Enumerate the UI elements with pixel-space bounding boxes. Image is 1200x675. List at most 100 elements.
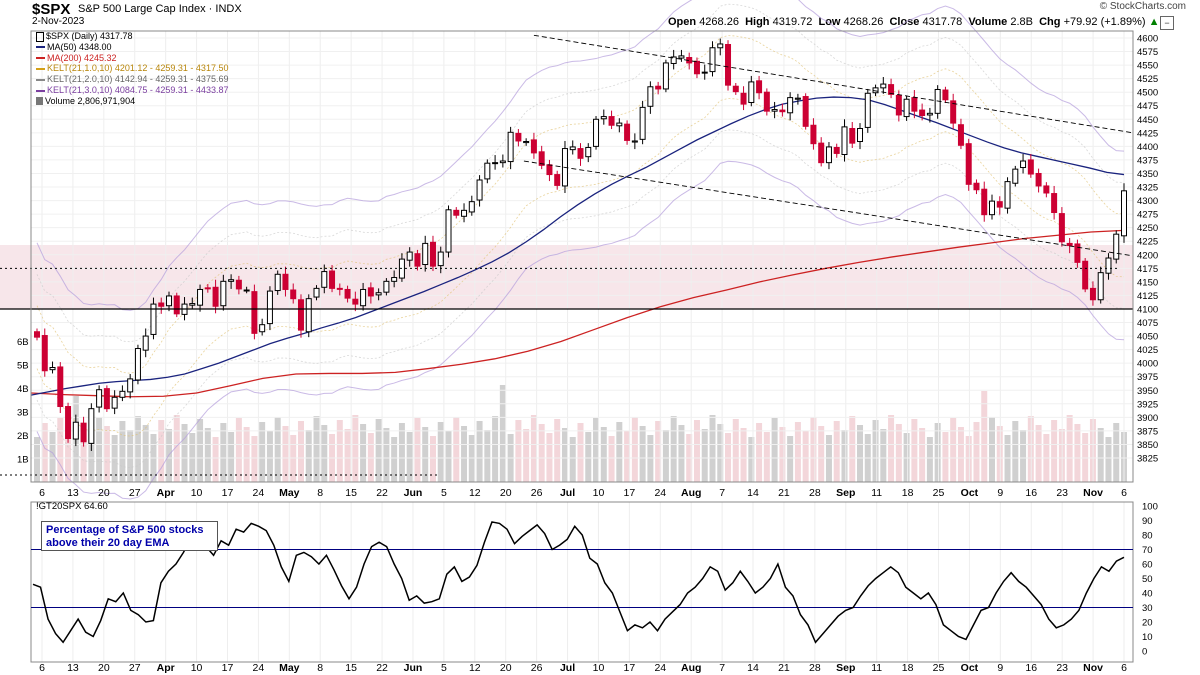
volume-bar	[732, 419, 739, 482]
candle-body	[647, 86, 654, 107]
x-tick-label-ind: 17	[222, 662, 234, 674]
candle-body	[880, 83, 887, 89]
minus-icon[interactable]: −	[1160, 16, 1174, 30]
y-tick-label: 4550	[1137, 61, 1158, 72]
volume-bar	[173, 415, 180, 482]
volume-bar	[414, 418, 421, 482]
candle	[880, 77, 887, 94]
candle-body	[49, 366, 56, 371]
y-tick-label: 4075	[1137, 318, 1158, 329]
candle-body	[926, 112, 933, 116]
x-tick-label-ind: Oct	[961, 662, 979, 674]
candle-body	[593, 118, 600, 147]
volume-bar	[1012, 421, 1019, 482]
volume-bar	[65, 427, 72, 482]
y-tick-label: 4475	[1137, 101, 1158, 112]
x-tick-label-ind: 23	[1056, 662, 1068, 674]
candle	[926, 107, 933, 123]
candle-body	[825, 146, 832, 164]
x-tick-label-ind: 8	[317, 662, 323, 674]
volume-bar	[251, 436, 258, 482]
candle	[678, 49, 685, 62]
volume-bar	[740, 428, 747, 482]
x-tick-label: 7	[719, 487, 725, 499]
candle-body	[794, 97, 801, 100]
ind-y-tick-label: 10	[1142, 632, 1153, 643]
candle	[1089, 281, 1096, 306]
candle	[515, 129, 522, 147]
volume-bar	[748, 437, 755, 482]
volume-bar	[422, 427, 429, 482]
legend-kelt2: KELT(21,2.0,10) 4142.94 - 4259.31 - 4375…	[36, 74, 228, 85]
candle-body	[266, 290, 273, 325]
x-tick-label: 24	[253, 487, 265, 499]
candle-body	[437, 251, 444, 267]
volume-bar	[965, 436, 972, 482]
candle	[593, 116, 600, 150]
candle-body	[515, 132, 522, 142]
candle	[429, 235, 436, 272]
candle	[1058, 207, 1065, 247]
candle-body	[701, 71, 708, 74]
candle-body	[802, 96, 809, 127]
x-tick-label: 15	[345, 487, 357, 499]
volume-bar	[266, 431, 273, 482]
candle-body	[1051, 193, 1058, 214]
candle-body	[888, 84, 895, 95]
candle	[631, 133, 638, 150]
volume-bar	[484, 430, 491, 482]
x-tick-label-ind: 28	[809, 662, 821, 674]
candle-icon	[36, 31, 44, 42]
candle	[228, 274, 235, 289]
x-tick-label-ind: 10	[593, 662, 605, 674]
candle-body	[88, 408, 95, 444]
candle	[352, 291, 359, 312]
y-tick-label: 4375	[1137, 155, 1158, 166]
volume-bar	[593, 418, 600, 482]
candle-body	[165, 295, 172, 307]
x-tick-label-ind: 9	[997, 662, 1003, 674]
candle-body	[352, 298, 359, 305]
volume-bar	[569, 437, 576, 482]
candle-body	[1097, 272, 1104, 301]
volume-bar	[437, 422, 444, 482]
candle	[577, 143, 584, 166]
volume-bar	[616, 422, 623, 482]
x-tick-label: 23	[1056, 487, 1068, 499]
x-tick-label-ind: 20	[500, 662, 512, 674]
candle	[65, 402, 72, 443]
candle	[1074, 239, 1081, 268]
y-tick-label: 4575	[1137, 47, 1158, 58]
volume-bar	[41, 423, 48, 482]
x-tick-label: 13	[67, 487, 79, 499]
volume-bar	[857, 425, 864, 482]
volume-bar	[49, 432, 56, 482]
x-tick-label: 24	[654, 487, 666, 499]
candle-body	[569, 146, 576, 151]
volume-bar	[608, 436, 615, 482]
x-tick-label: Apr	[157, 487, 175, 499]
candle	[771, 101, 778, 119]
candle	[1004, 177, 1011, 214]
x-tick-label-ind: 6	[1121, 662, 1127, 674]
candle-body	[142, 335, 149, 351]
candle	[981, 181, 988, 222]
candle	[1012, 165, 1019, 187]
volume-bar	[499, 385, 506, 482]
candle-body	[818, 142, 825, 164]
y-tick-label: 4325	[1137, 183, 1158, 194]
x-tick-label: 8	[317, 487, 323, 499]
close-value: 4317.78	[922, 16, 963, 28]
volume-bar	[321, 425, 328, 482]
candle	[616, 118, 623, 133]
candle-body	[476, 179, 483, 201]
candle-body	[600, 116, 607, 120]
candle	[235, 275, 242, 295]
candle	[243, 286, 250, 294]
high-value: 4319.72	[772, 16, 813, 28]
volume-bar	[631, 417, 638, 482]
volume-bar	[957, 427, 964, 482]
volume-bar	[235, 418, 242, 482]
candle-body	[297, 299, 304, 331]
